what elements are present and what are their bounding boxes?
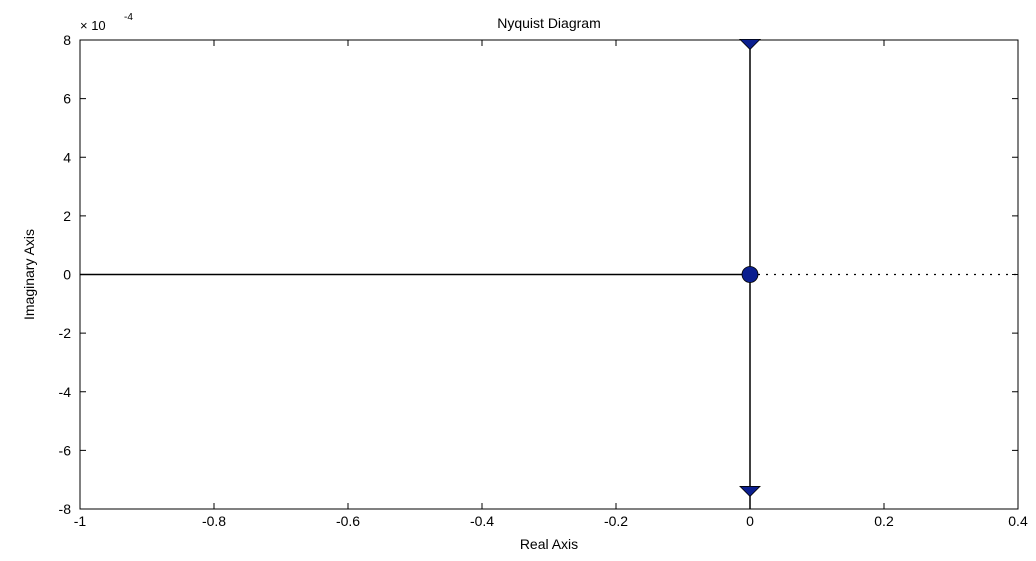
marker-triangle-down	[739, 38, 761, 50]
x-tick-label: -0.2	[604, 513, 628, 529]
y-tick-label: -6	[59, 442, 72, 458]
x-tick-label: -0.4	[470, 513, 494, 529]
y-tick-label: 4	[63, 149, 71, 165]
y-axis-multiplier-exponent: -4	[124, 12, 133, 23]
y-tick-label: 8	[63, 32, 71, 48]
y-axis-ticks: -8 -6 -4 -2 0 2 4 6 8	[59, 32, 1018, 517]
y-tick-label: 6	[63, 91, 71, 107]
y-tick-label: 0	[63, 267, 71, 283]
x-tick-label: 0.4	[1008, 513, 1028, 529]
y-tick-label: -8	[59, 501, 72, 517]
x-tick-label: 0	[746, 513, 754, 529]
x-tick-label: -1	[74, 513, 87, 529]
x-tick-label: -0.8	[202, 513, 226, 529]
chart-title: Nyquist Diagram	[497, 15, 600, 31]
marker-layer	[739, 38, 761, 497]
y-axis-label: Imaginary Axis	[21, 229, 37, 320]
y-axis-multiplier: × 10	[80, 18, 106, 33]
y-tick-label: 2	[63, 208, 71, 224]
x-axis-label: Real Axis	[520, 536, 578, 552]
marker-circle	[741, 266, 759, 283]
marker-triangle-down	[739, 486, 761, 497]
y-tick-label: -4	[59, 384, 72, 400]
x-tick-label: -0.6	[336, 513, 360, 529]
y-tick-label: -2	[59, 325, 72, 341]
x-tick-label: 0.2	[874, 513, 894, 529]
